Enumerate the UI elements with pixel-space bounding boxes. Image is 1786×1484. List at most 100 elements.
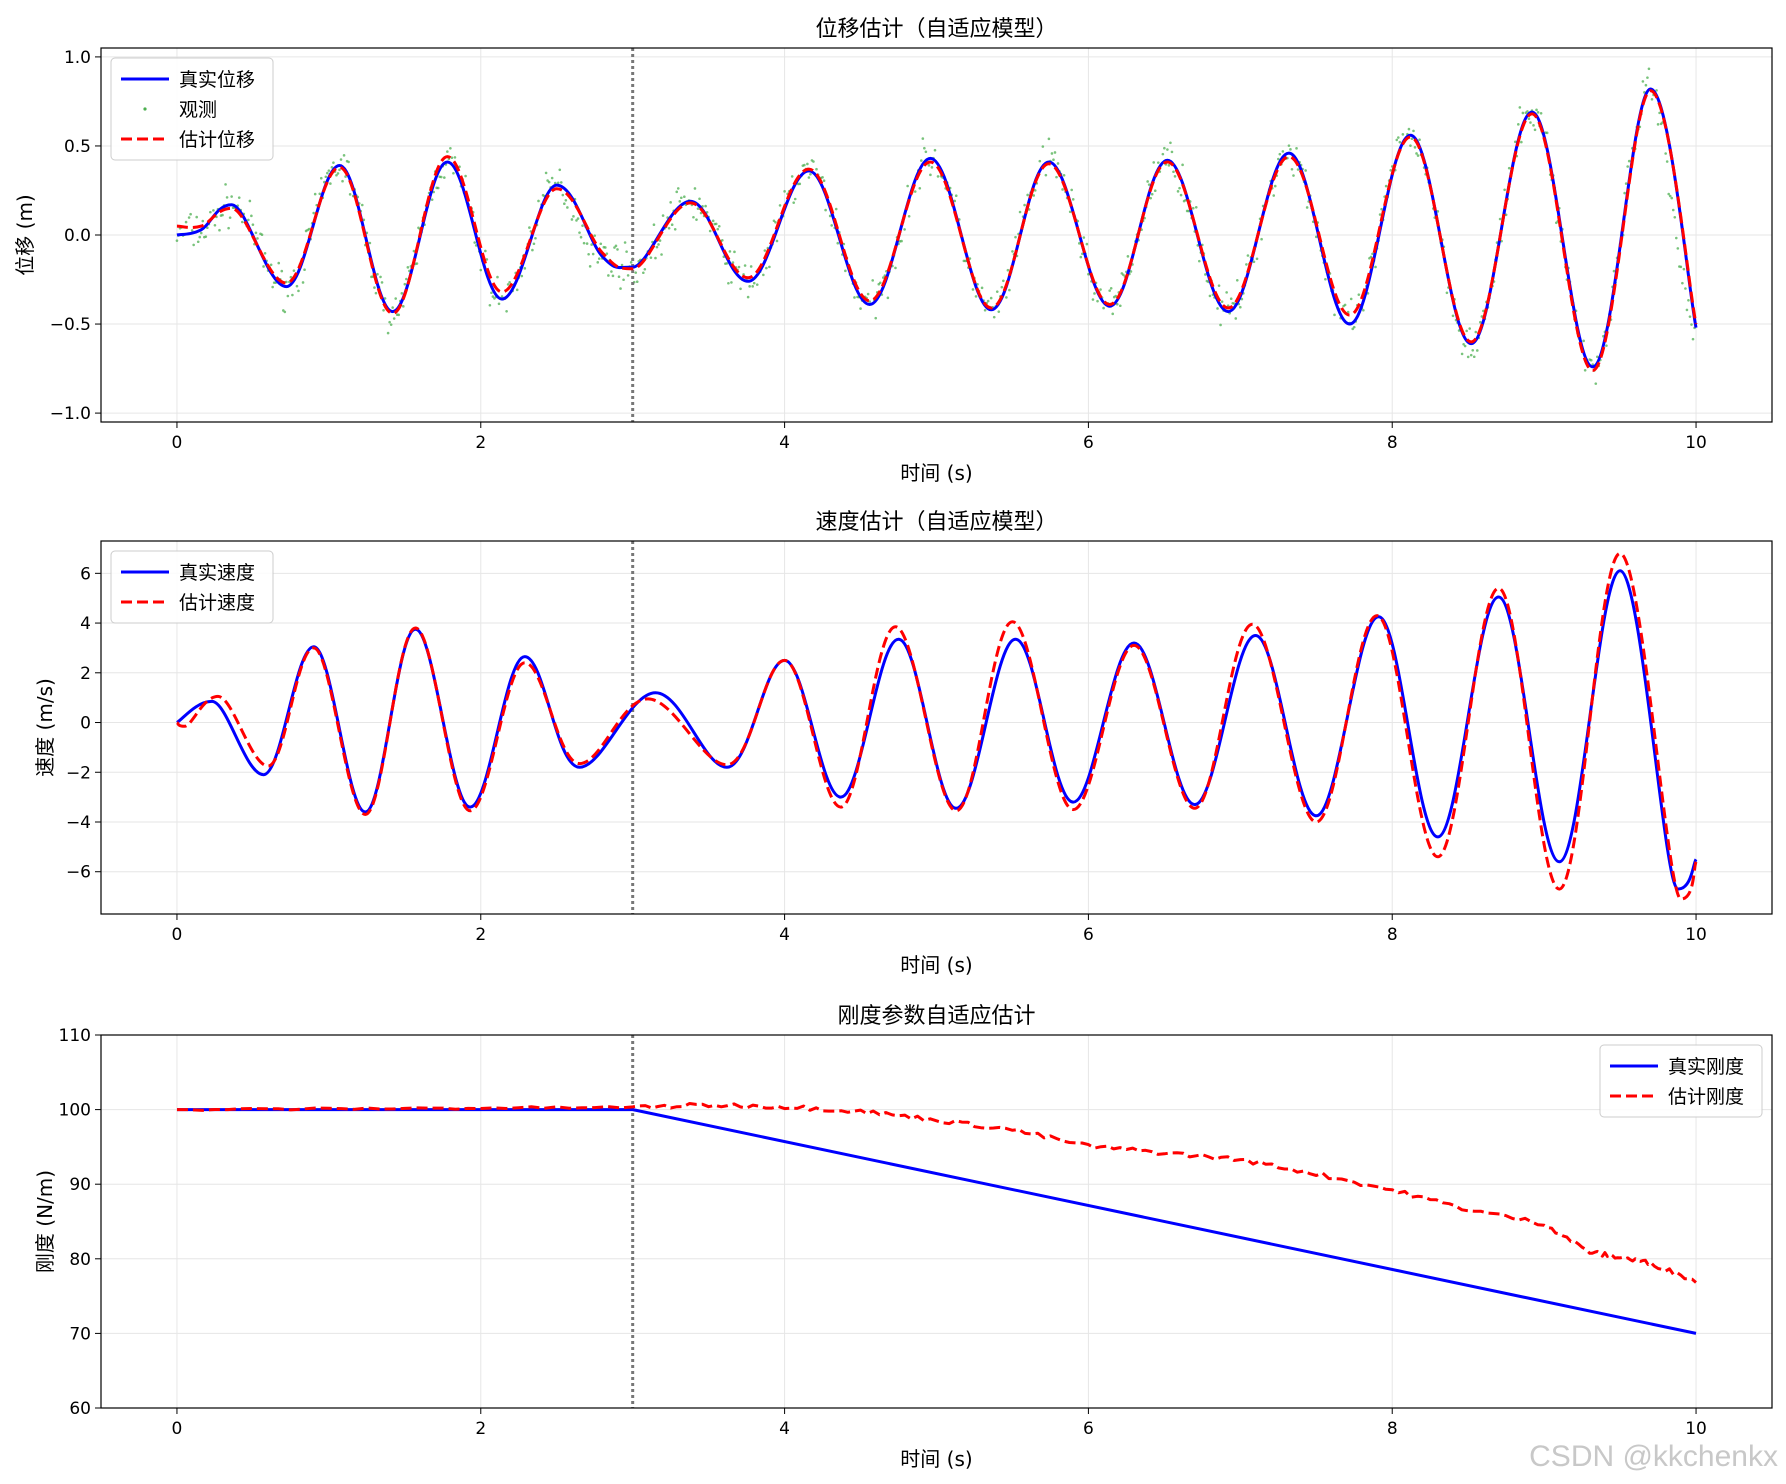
observation-point: [446, 150, 449, 153]
observation-point: [874, 316, 878, 320]
observation-point: [1234, 317, 1238, 320]
observation-point: [871, 279, 874, 282]
legend-label: 真实刚度: [1668, 1056, 1744, 1078]
observation-point: [921, 137, 925, 140]
y-tick-label: 1.0: [64, 48, 91, 68]
observation-point: [815, 167, 818, 171]
observation-point: [622, 278, 625, 282]
observation-point: [383, 297, 387, 300]
observation-point: [439, 175, 443, 179]
observation-point: [373, 286, 376, 289]
observation-point: [737, 265, 741, 269]
observation-point: [1507, 166, 1511, 170]
observation-point: [1343, 303, 1347, 307]
observation-point: [1468, 327, 1472, 330]
legend-label: 真实位移: [179, 69, 255, 91]
observation-point: [1626, 165, 1629, 168]
observation-point: [269, 263, 273, 267]
observation-point: [301, 281, 305, 284]
observation-point: [1096, 299, 1099, 303]
observation-point: [623, 241, 627, 244]
observation-point: [605, 252, 609, 256]
observation-point: [559, 181, 563, 184]
observation-point: [670, 223, 674, 226]
observation-point: [1153, 189, 1157, 193]
observation-point: [927, 164, 931, 167]
observation-point: [1407, 127, 1411, 131]
observation-point: [479, 268, 483, 272]
plot-area: [175, 48, 1698, 422]
observation-point: [550, 176, 554, 180]
observation-point: [453, 156, 457, 159]
x-tick-label: 4: [779, 925, 790, 945]
observation-point: [830, 224, 833, 227]
observation-point: [1114, 294, 1118, 298]
observation-point: [828, 214, 832, 218]
observation-point: [327, 169, 331, 172]
observation-point: [658, 239, 662, 242]
series-line-1: [177, 1108, 1697, 1335]
observation-point: [1245, 263, 1248, 266]
observation-point: [1109, 286, 1113, 290]
observation-point: [1147, 183, 1151, 186]
observation-point: [1504, 213, 1508, 217]
x-tick-label: 2: [475, 1419, 486, 1439]
x-tick-label: 0: [172, 925, 183, 945]
observation-point: [263, 252, 267, 255]
observation-point: [1150, 192, 1154, 196]
y-tick-label: 0.5: [64, 137, 91, 157]
observation-point: [1371, 252, 1374, 256]
observation-point: [803, 163, 806, 167]
observation-point: [221, 213, 224, 217]
observation-point: [1296, 168, 1300, 171]
legend-label: 估计刚度: [1668, 1086, 1744, 1108]
observation-point: [1079, 255, 1083, 259]
observation-point: [280, 269, 284, 273]
observation-point: [1011, 250, 1014, 253]
observation-point: [1418, 138, 1421, 142]
observation-point: [443, 176, 446, 179]
observation-point: [198, 235, 202, 239]
observation-point: [1517, 123, 1520, 126]
observation-point: [1085, 242, 1089, 246]
observation-point: [1281, 150, 1285, 153]
observation-point: [1047, 137, 1051, 141]
observation-point: [570, 218, 574, 221]
series-line-3: [176, 89, 1698, 372]
observation-point: [1623, 191, 1626, 195]
x-tick-label: 2: [475, 925, 486, 945]
observation-point: [1416, 154, 1420, 157]
observation-point: [212, 209, 215, 212]
observation-point: [430, 198, 434, 201]
observation-point: [936, 175, 940, 178]
observation-point: [696, 207, 700, 210]
observation-point: [1466, 355, 1470, 359]
series-line-2: [176, 1102, 1697, 1284]
plot-area: [175, 541, 1698, 914]
observation-point: [303, 268, 306, 271]
observation-point: [575, 219, 578, 222]
observation-point: [1465, 329, 1468, 333]
observation-point: [673, 227, 677, 231]
observation-point: [986, 299, 990, 303]
observation-point: [746, 295, 750, 299]
observation-point: [326, 171, 329, 175]
observation-point: [693, 187, 697, 190]
x-tick-label: 10: [1685, 1419, 1707, 1439]
observation-point: [1463, 344, 1467, 348]
observation-point: [913, 190, 917, 193]
x-tick-label: 8: [1387, 925, 1398, 945]
observation-point: [374, 291, 378, 295]
observation-point: [1119, 304, 1122, 308]
observation-point: [765, 266, 768, 270]
observation-point: [196, 240, 200, 244]
observation-point: [1658, 111, 1661, 115]
observation-point: [1374, 265, 1377, 269]
observation-point: [1527, 117, 1531, 121]
observation-point: [1685, 308, 1689, 312]
observation-point: [1091, 298, 1095, 301]
observation-point: [1397, 136, 1400, 139]
observation-point: [1643, 91, 1646, 94]
